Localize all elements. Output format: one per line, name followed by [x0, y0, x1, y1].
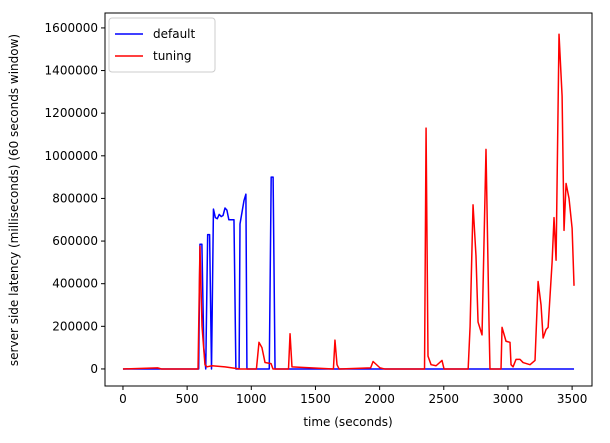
y-axis-label: server side latency (milliseconds) (60 s…: [7, 34, 21, 366]
y-tick-label: 1400000: [45, 64, 98, 78]
x-tick-label: 3000: [493, 392, 524, 406]
x-axis-label: time (seconds): [303, 415, 392, 429]
data-line: [122, 33, 575, 370]
y-tick-label: 1600000: [45, 21, 98, 35]
x-tick-label: 1500: [300, 392, 331, 406]
legend-label: default: [153, 27, 196, 41]
y-tick-label: 0: [90, 362, 98, 376]
plot-frame: [104, 12, 593, 387]
x-tick-label: 2500: [429, 392, 460, 406]
legend-box: [108, 17, 216, 73]
y-tick-label: 200000: [52, 319, 98, 333]
y-tick-label: 800000: [52, 191, 98, 205]
x-tick-label: 2000: [364, 392, 395, 406]
legend-label: tuning: [153, 49, 191, 63]
y-tick-label: 400000: [52, 277, 98, 291]
x-tick-label: 3500: [557, 392, 588, 406]
y-tick-label: 1000000: [45, 149, 98, 163]
x-tick-label: 1000: [236, 392, 267, 406]
y-tick-label: 600000: [52, 234, 98, 248]
x-tick-label: 500: [176, 392, 199, 406]
y-tick-label: 1200000: [45, 106, 98, 120]
x-tick-label: 0: [119, 392, 127, 406]
